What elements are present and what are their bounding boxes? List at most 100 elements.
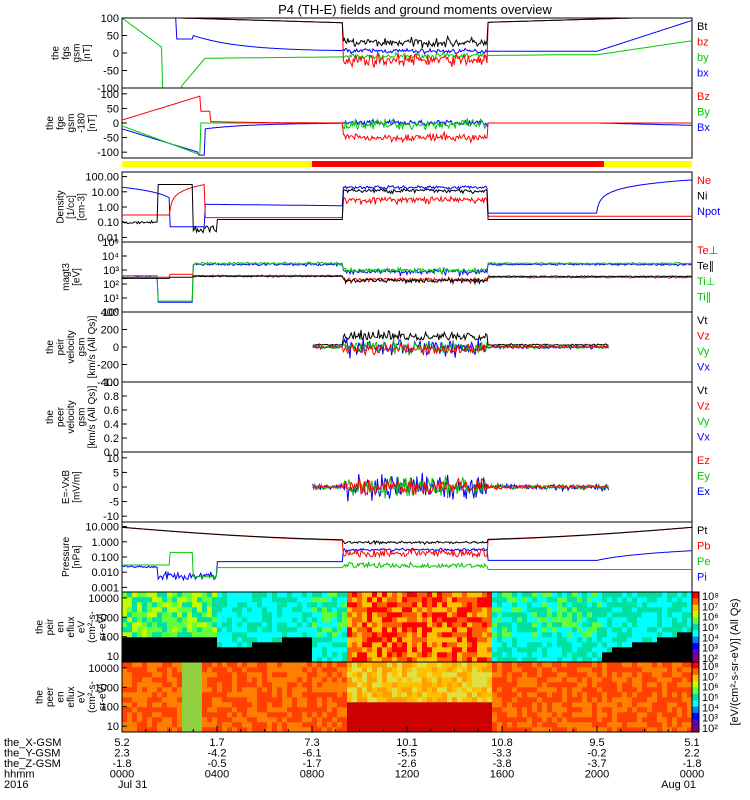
spectrogram-cell [472, 722, 478, 728]
spectrogram-cell [672, 677, 678, 683]
spectrogram-cell [157, 627, 163, 633]
spectrogram-cell [292, 712, 298, 718]
spectrogram-cell [172, 687, 178, 693]
spectrogram-cell [687, 652, 693, 658]
spectrogram-cell [122, 612, 128, 618]
spectrogram-cell [582, 677, 588, 683]
spectrogram-cell [337, 642, 343, 648]
spectrogram-cell [462, 612, 468, 618]
spectrogram-cell [167, 687, 173, 693]
spectrogram-cell [127, 702, 133, 708]
spectrogram-cell [517, 672, 523, 678]
spectrogram-cell [577, 677, 583, 683]
spectrogram-cell [427, 722, 433, 728]
spectrogram-cell [652, 717, 658, 723]
spectrogram-cell [172, 632, 178, 638]
spectrogram-cell [137, 677, 143, 683]
spectrogram-cell [672, 697, 678, 703]
spectrogram-cell [162, 602, 168, 608]
spectrogram-cell [202, 727, 208, 733]
spectrogram-cell [127, 672, 133, 678]
spectrogram-cell [392, 717, 398, 723]
spectrogram-cell [232, 697, 238, 703]
spectrogram-cell [477, 657, 483, 663]
spectrogram-cell [522, 592, 528, 598]
spectrogram-cell [342, 637, 348, 643]
spectrogram-cell [587, 722, 593, 728]
spectrogram-cell [412, 702, 418, 708]
spectrogram-cell [637, 667, 643, 673]
spectrogram-cell [232, 647, 238, 653]
spectrogram-cell [232, 652, 238, 658]
spectrogram-cell [632, 697, 638, 703]
spectrogram-cell [187, 647, 193, 653]
spectrogram-cell [432, 707, 438, 713]
spectrogram-cell [647, 662, 653, 668]
spectrogram-cell [532, 617, 538, 623]
spectrogram-cell [542, 657, 548, 663]
spectrogram-cell [477, 647, 483, 653]
spectrogram-cell [132, 697, 138, 703]
spectrogram-cell [467, 712, 473, 718]
spectrogram-cell [282, 597, 288, 603]
spectrogram-cell [257, 662, 263, 668]
spectrogram-cell [572, 632, 578, 638]
spectrogram-cell [407, 687, 413, 693]
spectrogram-cell [302, 607, 308, 613]
spectrogram-cell [577, 627, 583, 633]
spectrogram-cell [677, 692, 683, 698]
colorbar-tick-label: 10⁶ [702, 682, 719, 694]
spectrogram-cell [192, 682, 198, 688]
spectrogram-cell [327, 697, 333, 703]
spectrogram-cell [527, 687, 533, 693]
spectrogram-cell [532, 602, 538, 608]
spectrogram-cell [642, 607, 648, 613]
spectrogram-cell [532, 597, 538, 603]
spectrogram-cell [552, 637, 558, 643]
spectrogram-cell [252, 617, 258, 623]
spectrogram-cell [662, 602, 668, 608]
spectrogram-cell [337, 592, 343, 598]
spectrogram-cell [267, 597, 273, 603]
spectrogram-cell [437, 652, 443, 658]
spectrogram-cell [372, 662, 378, 668]
spectrogram-cell [262, 637, 268, 643]
spectrogram-cell [492, 722, 498, 728]
spectrogram-cell [537, 697, 543, 703]
spectrogram-cell [152, 602, 158, 608]
spectrogram-cell [507, 637, 513, 643]
spectrogram-cell [242, 687, 248, 693]
spectrogram-cell [582, 707, 588, 713]
spectrogram-cell [382, 722, 388, 728]
spectrogram-cell [627, 647, 633, 653]
spectrogram-cell [222, 727, 228, 733]
spectrogram-cell [467, 687, 473, 693]
spectrogram-cell [357, 607, 363, 613]
legend-ey: Ey [697, 471, 710, 483]
spectrogram-cell [187, 677, 193, 683]
spectrogram-cell [497, 692, 503, 698]
y-label-line: -180 [77, 113, 88, 133]
spectrogram-cell [477, 672, 483, 678]
spectrogram-cell [317, 642, 323, 648]
spectrogram-cell [412, 647, 418, 653]
spectrogram-cell [377, 632, 383, 638]
spectrogram-cell [122, 632, 128, 638]
spectrogram-cell [592, 672, 598, 678]
spectrogram-cell [267, 712, 273, 718]
spectrogram-cell [682, 697, 688, 703]
spectrogram-cell [647, 672, 653, 678]
spectrogram-cell [147, 682, 153, 688]
spectrogram-cell [187, 632, 193, 638]
spectrogram-cell [497, 602, 503, 608]
spectrogram-cell [582, 657, 588, 663]
spectrogram-cell [217, 717, 223, 723]
spectrogram-cell [157, 592, 163, 598]
spectrogram-cell [172, 677, 178, 683]
spectrogram-cell [532, 627, 538, 633]
spectrogram-cell [342, 712, 348, 718]
spectrogram-cell [402, 602, 408, 608]
spectrogram-cell [147, 722, 153, 728]
spectrogram-cell [287, 717, 293, 723]
spectrogram-cell [417, 652, 423, 658]
